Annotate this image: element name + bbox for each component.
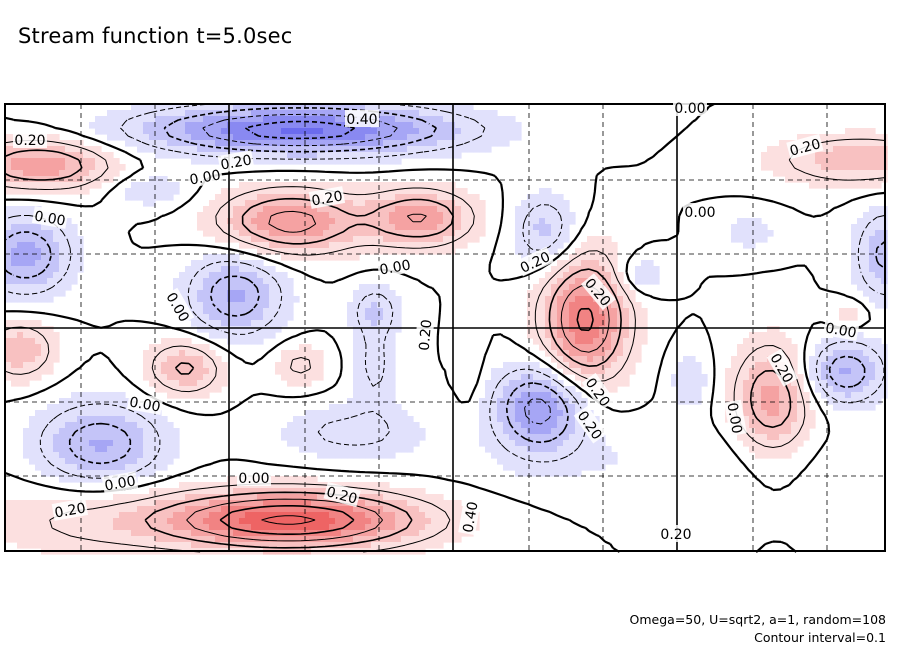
contour-labels: 0.400.20 0.200.200.000.200.000.000.000.20…	[13, 99, 860, 543]
contour-label: 0.40	[346, 112, 377, 128]
contour-label: 0.20	[788, 136, 822, 160]
contour-interval-note: Contour interval=0.1	[754, 630, 886, 645]
parameters-note: Omega=50, U=sqrt2, a=1, random=108	[629, 612, 886, 627]
contour-label: 0.00	[103, 473, 136, 494]
contour-label: 0.20	[53, 500, 86, 521]
plot-frame	[4, 103, 886, 552]
contour-label: 0.00	[674, 101, 705, 117]
contour-label: 0.20	[417, 319, 436, 351]
contour-label: 0.00	[723, 401, 744, 434]
contour-label: 0.20	[219, 152, 252, 173]
contour-label: 0.20	[14, 133, 45, 149]
contour-label: 0.20	[660, 527, 691, 543]
contour-label: 0.20	[310, 188, 343, 209]
chart-title: Stream function t=5.0sec	[18, 24, 293, 48]
contour-lines	[4, 103, 886, 553]
contour-label: 0.00	[128, 394, 161, 415]
contour-label: 0.00	[188, 167, 221, 188]
contour-line	[244, 120, 356, 140]
contour-label: 0.00	[824, 320, 857, 341]
contour-label: 0.40	[460, 500, 481, 533]
shaded-field	[5, 104, 888, 555]
contour-label: 0.00	[238, 471, 269, 487]
contour-label: 0.00	[684, 205, 715, 221]
contour-label: 0.20	[325, 484, 359, 508]
contour-line	[219, 307, 594, 535]
contour-label: 0.00	[33, 208, 66, 229]
contour-label: 0.00	[378, 257, 411, 278]
contour-line	[4, 107, 886, 465]
